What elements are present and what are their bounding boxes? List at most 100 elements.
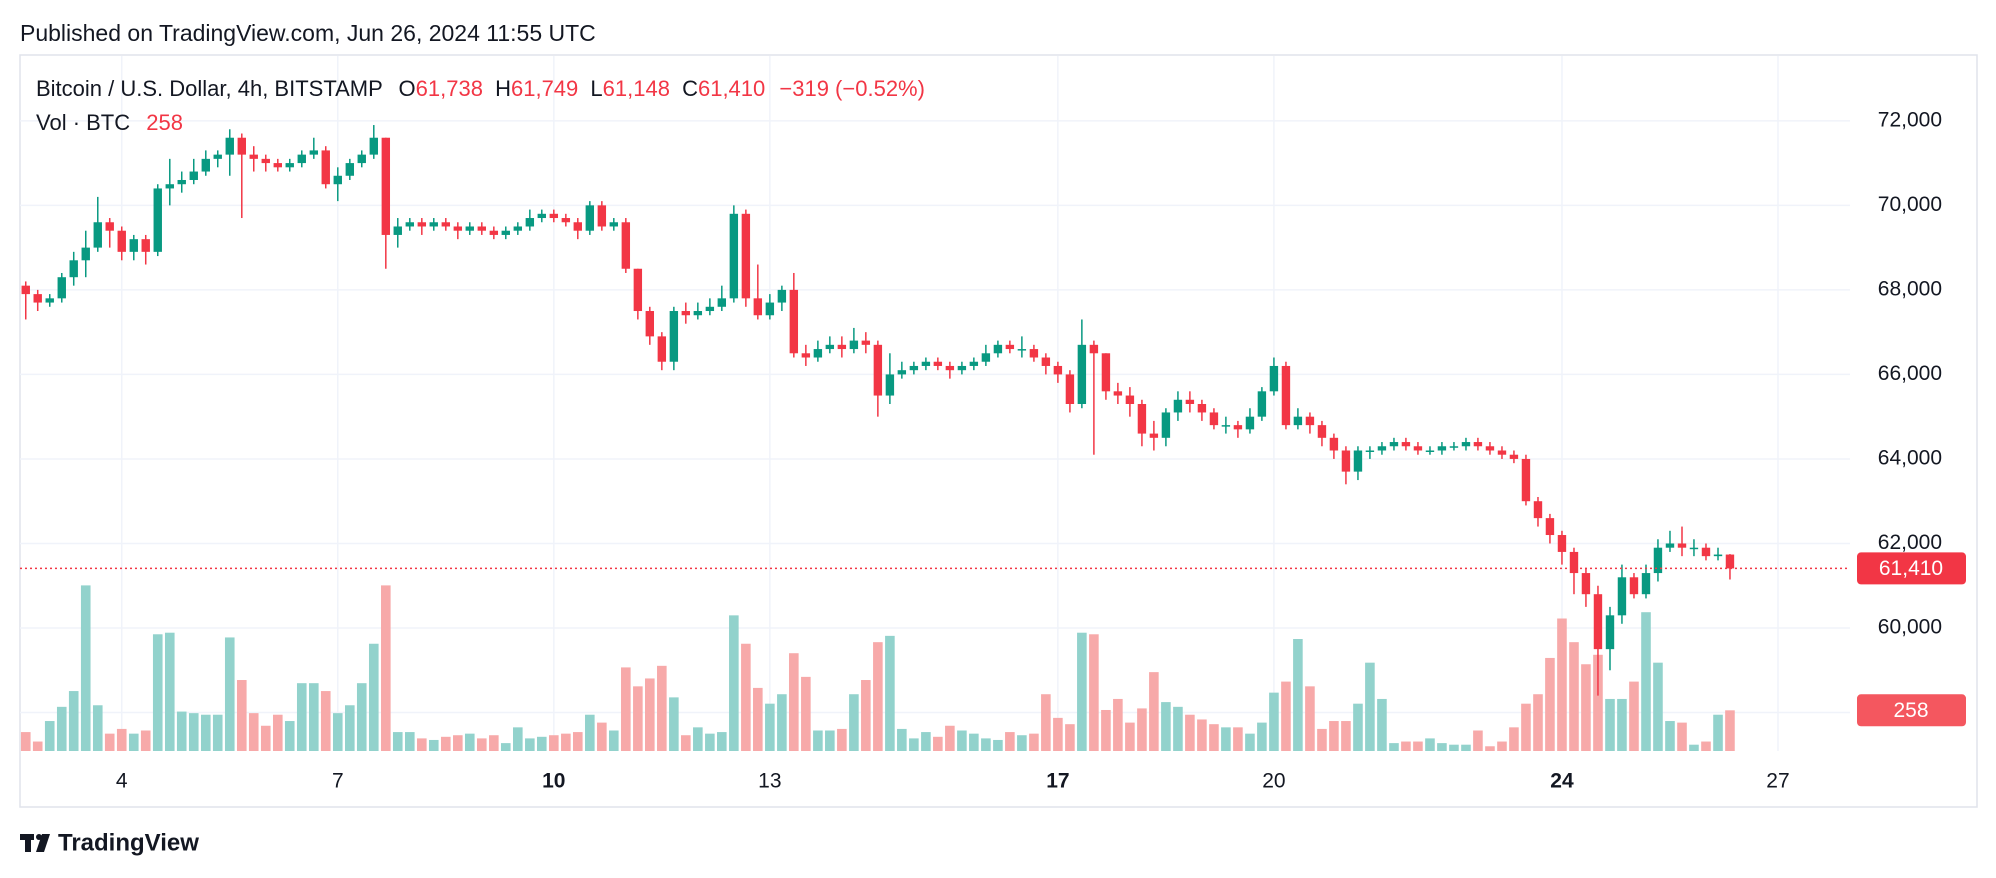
volume-bar bbox=[477, 738, 487, 751]
candle-body bbox=[909, 365, 919, 371]
volume-bar bbox=[1485, 746, 1495, 751]
candle-body bbox=[1353, 450, 1363, 472]
volume-bar bbox=[1725, 710, 1735, 751]
volume-bar bbox=[1041, 694, 1051, 751]
volume-bar bbox=[621, 667, 631, 751]
ohlc-key: C bbox=[682, 76, 698, 101]
candle-body bbox=[453, 226, 463, 231]
volume-bar bbox=[729, 615, 739, 751]
candle-body bbox=[1005, 344, 1015, 350]
candle-body bbox=[45, 298, 54, 303]
x-tick-label: 27 bbox=[1766, 770, 1789, 793]
candle-body bbox=[1329, 437, 1339, 451]
y-tick-label: 64,000 bbox=[1878, 446, 1942, 469]
volume-bar bbox=[981, 738, 991, 751]
volume-value: 258 bbox=[146, 110, 183, 135]
candle-body bbox=[645, 311, 655, 337]
volume-bar bbox=[44, 721, 55, 751]
candle-body bbox=[705, 306, 715, 312]
volume-bar bbox=[1005, 732, 1015, 751]
candle-body bbox=[441, 222, 450, 227]
candle-body bbox=[1401, 442, 1411, 447]
volume-bar bbox=[104, 733, 115, 751]
candle-body bbox=[573, 222, 582, 231]
volume-bar bbox=[224, 637, 235, 751]
volume-pane bbox=[20, 585, 1735, 751]
volume-bar bbox=[897, 728, 907, 751]
volume-bar bbox=[368, 643, 379, 751]
volume-bar bbox=[1713, 714, 1723, 751]
volume-bar bbox=[1173, 706, 1183, 751]
candle-body bbox=[873, 344, 883, 396]
candle-body bbox=[681, 311, 691, 316]
candle-body bbox=[801, 353, 811, 358]
volume-bar bbox=[356, 683, 367, 751]
volume-bar bbox=[116, 728, 127, 751]
volume-bar bbox=[909, 738, 919, 751]
candle-body bbox=[861, 340, 871, 345]
x-tick-label: 20 bbox=[1262, 770, 1285, 793]
volume-bar bbox=[693, 727, 703, 751]
candle-body bbox=[1665, 543, 1675, 548]
volume-bar bbox=[1377, 698, 1387, 751]
volume-bar bbox=[608, 730, 619, 751]
volume-bar bbox=[861, 680, 871, 751]
volume-bar bbox=[248, 713, 259, 751]
volume-bar bbox=[1269, 692, 1279, 751]
volume-bar bbox=[1509, 727, 1519, 751]
candle-body bbox=[57, 277, 66, 299]
volume-bar bbox=[1113, 698, 1123, 751]
volume-bar bbox=[489, 735, 499, 751]
volume-bar bbox=[1161, 702, 1171, 751]
volume-bar bbox=[1389, 743, 1399, 751]
axes: 72,000 70,000 68,000 66,000 64,000 62,000 60,0… bbox=[20, 108, 1966, 793]
ohlc-value: 61,148 bbox=[603, 76, 670, 101]
volume-bar bbox=[92, 705, 103, 751]
candle-body bbox=[585, 205, 595, 231]
symbol: Bitcoin / U.S. Dollar, 4h, BITSTAMP bbox=[36, 76, 382, 101]
volume-bar bbox=[657, 665, 667, 751]
candle-body bbox=[1449, 446, 1459, 448]
candle-body bbox=[33, 294, 42, 303]
candle-body bbox=[477, 226, 487, 231]
candle-body bbox=[1029, 349, 1039, 358]
candle-body bbox=[501, 230, 510, 235]
volume-bar bbox=[80, 585, 91, 751]
candle-body bbox=[753, 298, 763, 316]
volume-bar bbox=[705, 733, 715, 751]
volume-bar bbox=[1581, 664, 1591, 751]
candle-body bbox=[741, 213, 751, 299]
candle-body bbox=[621, 222, 631, 269]
candle-body bbox=[1497, 450, 1507, 455]
volume-bar bbox=[561, 733, 571, 751]
volume-bar bbox=[1293, 639, 1303, 751]
volume-bar bbox=[873, 642, 883, 751]
volume-bar bbox=[1449, 744, 1459, 751]
volume-bar bbox=[1101, 709, 1111, 751]
candle-body bbox=[249, 154, 258, 159]
candle-body bbox=[993, 344, 1003, 354]
volume-bar bbox=[200, 714, 211, 751]
candle-body bbox=[693, 311, 703, 316]
candle-body bbox=[1605, 615, 1615, 650]
y-tick-label: 62,000 bbox=[1878, 531, 1942, 554]
volume-bar bbox=[536, 736, 547, 751]
candle-body bbox=[981, 353, 991, 362]
volume-bar bbox=[1629, 681, 1639, 751]
candle-body bbox=[309, 150, 319, 155]
volume-bar bbox=[921, 732, 931, 751]
candle-body bbox=[1113, 391, 1123, 396]
candle-body bbox=[141, 239, 150, 252]
volume-bar bbox=[1077, 632, 1087, 751]
candle-body bbox=[1593, 594, 1603, 650]
candle-body bbox=[1101, 353, 1111, 392]
volume-bar bbox=[1137, 708, 1147, 751]
volume-bar bbox=[1521, 703, 1531, 751]
volume-bar bbox=[1233, 727, 1243, 751]
volume-bar bbox=[236, 680, 247, 751]
candle-body bbox=[849, 340, 859, 350]
volume-bar bbox=[1473, 730, 1483, 751]
volume-bar bbox=[633, 686, 643, 751]
candle-body bbox=[1485, 446, 1495, 451]
